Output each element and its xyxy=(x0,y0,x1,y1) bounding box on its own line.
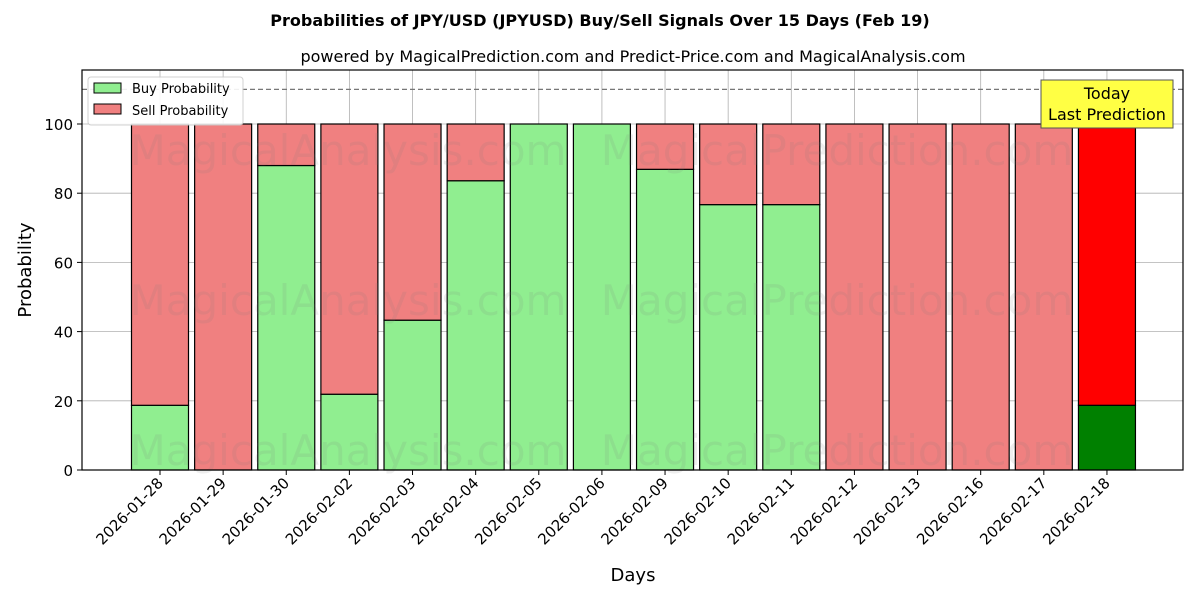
x-tick-label: 2026-02-17 xyxy=(976,474,1050,548)
x-tick-label: 2026-01-30 xyxy=(219,474,293,548)
y-axis: 0 20 40 60 80 100 xyxy=(44,116,82,480)
legend-label-buy: Buy Probability xyxy=(132,82,230,97)
x-tick-label: 2026-02-10 xyxy=(661,474,735,548)
x-axis: 2026-01-282026-01-292026-01-302026-02-02… xyxy=(92,470,1114,548)
sell-bar xyxy=(1014,123,1073,471)
buy-bar xyxy=(1077,404,1137,471)
sell-bar xyxy=(762,123,821,206)
watermark-text: MagicalPrediction.com xyxy=(601,426,1074,475)
sell-bar xyxy=(699,123,758,206)
x-tick-label: 2026-02-16 xyxy=(913,474,987,548)
buy-bar xyxy=(320,393,379,471)
y-tick-label: 60 xyxy=(54,254,73,272)
watermark-text: MagicalAnalysis.com xyxy=(130,426,567,475)
x-tick-label: 2026-02-03 xyxy=(345,474,419,548)
sell-bar xyxy=(194,123,253,471)
sell-bar xyxy=(888,123,947,471)
sell-bar xyxy=(635,123,695,170)
buy-bar xyxy=(509,123,568,471)
sell-bar xyxy=(257,123,316,167)
buy-bar xyxy=(446,180,505,471)
sell-bar xyxy=(383,123,442,321)
watermark-text: MagicalPrediction.com xyxy=(601,276,1074,325)
sell-bar xyxy=(1077,123,1137,406)
x-tick-label: 2026-02-11 xyxy=(724,474,798,548)
sell-bar xyxy=(320,123,379,395)
legend-swatch-sell xyxy=(93,103,122,115)
legend: Buy Probability Sell Probability xyxy=(87,76,244,126)
sell-bar xyxy=(130,123,190,406)
buy-bar xyxy=(635,168,695,471)
y-axis-label: Probability xyxy=(15,222,36,317)
sell-bar xyxy=(951,123,1010,471)
legend-swatch-buy xyxy=(93,82,122,94)
x-tick-label: 2026-02-04 xyxy=(408,474,482,548)
x-tick-label: 2026-01-29 xyxy=(156,474,230,548)
sell-bar xyxy=(446,123,505,182)
y-tick-label: 100 xyxy=(44,116,73,134)
x-tick-label: 2026-02-02 xyxy=(282,474,356,548)
x-tick-label: 2026-02-12 xyxy=(787,474,861,548)
plot-frame xyxy=(81,69,1184,471)
x-axis-label: Days xyxy=(611,565,656,586)
x-tick-label: 2026-01-28 xyxy=(92,474,166,548)
buy-bar xyxy=(699,204,758,471)
today-annotation: Today Last Prediction xyxy=(1040,79,1174,129)
x-tick-label: 2026-02-06 xyxy=(534,474,608,548)
y-tick-label: 20 xyxy=(54,393,73,411)
x-tick-label: 2026-02-18 xyxy=(1039,474,1113,548)
y-tick-label: 80 xyxy=(54,185,73,203)
annotation-line1: Today xyxy=(1083,84,1130,103)
x-tick-label: 2026-02-09 xyxy=(597,474,671,548)
y-tick-label: 40 xyxy=(54,324,73,342)
buy-bar xyxy=(762,204,821,471)
sell-bar xyxy=(825,123,884,471)
buy-bar xyxy=(572,123,632,471)
chart-subtitle: powered by MagicalPrediction.com and Pre… xyxy=(300,47,965,66)
chart-title: Probabilities of JPY/USD (JPYUSD) Buy/Se… xyxy=(270,11,929,30)
watermark-text: MagicalPrediction.com xyxy=(601,126,1074,175)
x-tick-label: 2026-02-05 xyxy=(471,474,545,548)
watermark-text: MagicalAnalysis.com xyxy=(130,126,567,175)
legend-label-sell: Sell Probability xyxy=(132,104,229,119)
annotation-line2: Last Prediction xyxy=(1048,105,1166,124)
watermarks: MagicalAnalysis.com MagicalPrediction.com… xyxy=(130,126,1074,475)
watermark-text: MagicalAnalysis.com xyxy=(130,276,567,325)
bars xyxy=(130,123,1137,471)
y-tick-label: 0 xyxy=(63,462,73,480)
x-tick-label: 2026-02-13 xyxy=(850,474,924,548)
